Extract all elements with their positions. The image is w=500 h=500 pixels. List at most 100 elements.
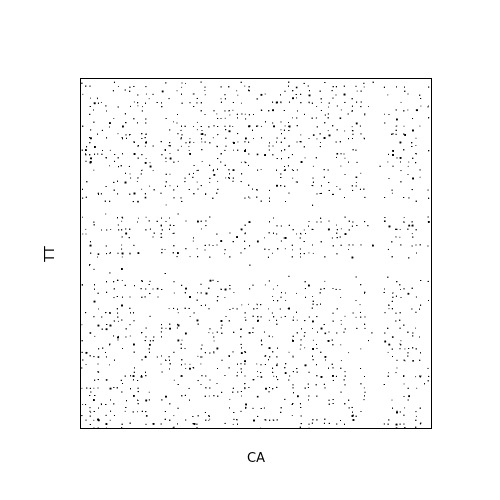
data-point bbox=[113, 118, 115, 119]
data-point bbox=[221, 289, 223, 290]
data-point bbox=[109, 165, 110, 167]
data-point bbox=[391, 336, 394, 338]
data-point bbox=[89, 106, 91, 108]
data-point bbox=[340, 344, 342, 346]
data-point bbox=[237, 94, 239, 96]
data-point bbox=[312, 134, 315, 136]
data-point bbox=[144, 145, 146, 147]
data-point bbox=[296, 319, 298, 321]
data-point bbox=[165, 204, 167, 206]
data-point bbox=[212, 137, 214, 139]
data-point bbox=[415, 137, 417, 139]
data-point bbox=[209, 418, 211, 420]
data-point bbox=[336, 186, 338, 187]
data-point bbox=[403, 125, 405, 127]
data-point bbox=[240, 102, 242, 104]
data-point bbox=[98, 308, 99, 310]
data-point bbox=[312, 328, 313, 329]
data-point bbox=[387, 351, 389, 353]
data-point bbox=[284, 248, 286, 250]
data-point bbox=[280, 316, 282, 318]
data-point bbox=[273, 375, 275, 377]
data-point bbox=[312, 185, 314, 187]
data-point bbox=[117, 320, 119, 322]
data-point bbox=[129, 335, 131, 337]
data-point bbox=[224, 297, 226, 298]
data-point bbox=[200, 363, 202, 365]
data-point bbox=[189, 138, 191, 140]
data-point bbox=[232, 423, 234, 425]
data-point bbox=[277, 285, 278, 287]
data-point bbox=[145, 415, 148, 417]
data-point bbox=[85, 364, 87, 365]
data-point bbox=[272, 252, 273, 254]
data-point bbox=[396, 367, 398, 369]
data-point bbox=[82, 233, 84, 235]
data-point bbox=[291, 415, 293, 416]
data-point bbox=[213, 340, 215, 342]
data-point bbox=[304, 157, 306, 159]
data-point bbox=[280, 129, 282, 131]
data-point bbox=[348, 248, 349, 250]
data-point bbox=[299, 348, 301, 350]
data-point bbox=[193, 126, 194, 127]
data-point bbox=[363, 387, 365, 389]
data-point bbox=[233, 292, 235, 293]
data-point bbox=[205, 192, 207, 194]
data-point bbox=[196, 121, 198, 123]
data-point bbox=[160, 363, 162, 365]
data-point bbox=[257, 98, 259, 100]
data-point bbox=[145, 158, 147, 160]
data-point bbox=[336, 152, 339, 155]
data-point bbox=[348, 352, 350, 354]
data-point bbox=[253, 138, 254, 139]
data-point bbox=[81, 387, 83, 389]
data-point bbox=[169, 185, 171, 187]
data-point bbox=[340, 360, 342, 362]
data-point bbox=[411, 233, 413, 235]
data-point bbox=[148, 391, 150, 393]
data-point bbox=[344, 315, 346, 317]
data-point bbox=[344, 157, 346, 159]
data-point bbox=[399, 236, 401, 238]
data-point bbox=[188, 146, 190, 147]
data-point bbox=[229, 398, 231, 400]
data-point bbox=[141, 169, 143, 171]
data-point bbox=[220, 98, 222, 100]
data-point bbox=[169, 173, 171, 175]
data-point bbox=[363, 137, 365, 139]
data-point bbox=[355, 182, 357, 183]
data-point bbox=[320, 142, 321, 143]
data-point bbox=[121, 220, 123, 222]
data-point bbox=[94, 335, 96, 337]
data-point bbox=[399, 229, 401, 230]
data-point bbox=[196, 181, 198, 183]
data-point bbox=[144, 196, 147, 199]
data-point bbox=[295, 86, 298, 89]
data-point bbox=[208, 419, 210, 421]
data-point bbox=[173, 415, 175, 417]
data-point bbox=[391, 192, 393, 194]
data-point bbox=[260, 169, 262, 170]
data-point bbox=[156, 287, 159, 290]
data-point bbox=[288, 351, 290, 353]
data-point bbox=[316, 138, 318, 140]
data-point bbox=[340, 109, 342, 111]
data-point bbox=[204, 90, 206, 91]
data-point bbox=[304, 347, 306, 349]
data-point bbox=[296, 233, 297, 235]
data-point bbox=[241, 304, 243, 306]
data-point bbox=[284, 125, 286, 127]
data-point bbox=[197, 355, 199, 357]
data-point bbox=[257, 304, 258, 306]
data-point bbox=[351, 126, 353, 128]
data-point bbox=[201, 141, 203, 143]
data-point bbox=[300, 134, 302, 136]
data-point bbox=[196, 129, 198, 131]
data-point bbox=[292, 177, 294, 179]
data-point bbox=[141, 188, 143, 190]
data-point bbox=[327, 130, 329, 132]
data-point bbox=[90, 411, 92, 413]
data-point bbox=[136, 411, 138, 413]
